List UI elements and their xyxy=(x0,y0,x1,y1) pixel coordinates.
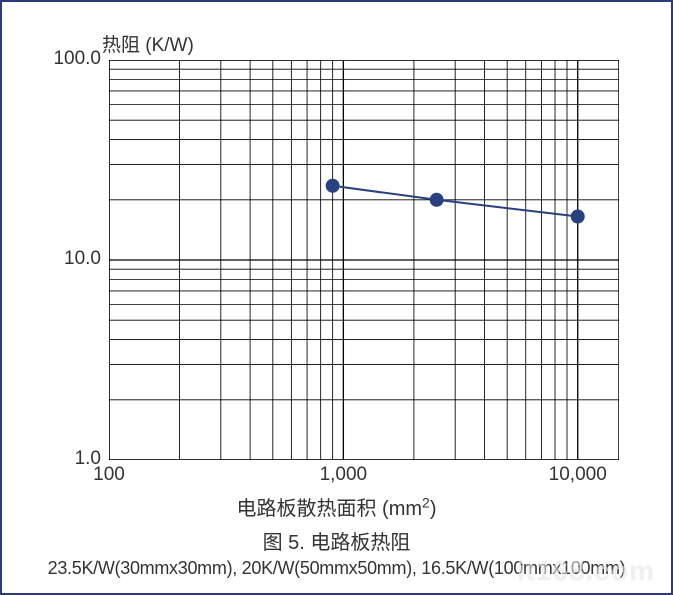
x-axis-label: 电路板散热面积 (mm2) xyxy=(2,492,671,521)
chart-svg xyxy=(109,60,619,460)
figure-caption: 图 5. 电路板热阻 xyxy=(2,526,671,555)
ytick-label: 10.0 xyxy=(11,248,101,270)
ytick-label: 100.0 xyxy=(11,48,101,70)
xtick-label: 100 xyxy=(59,464,159,486)
xtick-label: 1,000 xyxy=(293,464,393,486)
legend-line: 23.5K/W(30mmx30mm), 20K/W(50mmx50mm), 16… xyxy=(2,558,671,579)
xtick-label: 10,000 xyxy=(528,464,628,486)
y-axis-label: 热阻 (K/W) xyxy=(102,30,194,57)
chart-area xyxy=(109,60,619,460)
frame: 热阻 (K/W) 电路板散热面积 (mm2) 图 5. 电路板热阻 23.5K/… xyxy=(0,0,673,595)
